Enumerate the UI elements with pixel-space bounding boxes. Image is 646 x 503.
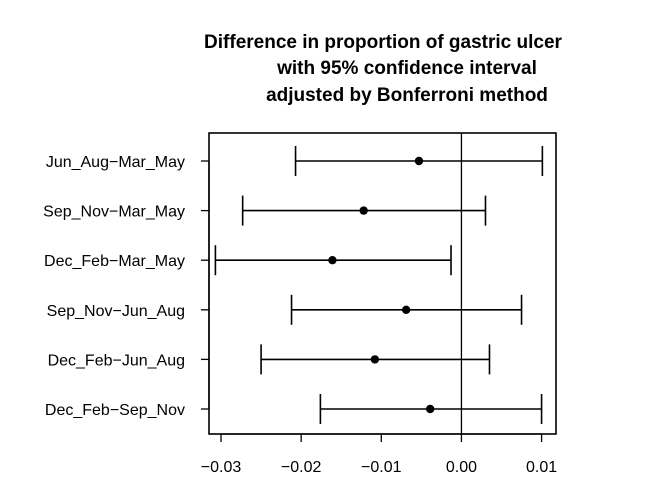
ci-row: [294, 146, 544, 176]
plot-box: [208, 132, 557, 435]
estimate-point: [370, 355, 380, 364]
estimate-point: [359, 206, 368, 215]
estimate-point: [425, 404, 435, 414]
y-tick-label: Sep_Nov−Jun_Aug: [47, 303, 185, 320]
ci-row: [290, 294, 523, 325]
estimate-point: [401, 305, 411, 314]
y-tick-label: Dec_Feb−Mar_May: [44, 253, 185, 270]
y-tick-label: Dec_Feb−Sep_Nov: [45, 402, 185, 419]
ci-row: [319, 394, 543, 424]
x-tick-label: −0.01: [361, 459, 402, 476]
x-tick-label: −0.03: [201, 459, 242, 476]
ci-row: [260, 344, 491, 375]
y-tick-label: Jun_Aug−Mar_May: [46, 154, 185, 171]
chart-title: Difference in proportion of gastric ulce…: [204, 32, 562, 106]
y-tick-label: Sep_Nov−Mar_May: [43, 204, 185, 221]
ci-row: [214, 245, 452, 276]
x-tick-label: 0.01: [526, 459, 557, 476]
estimate-point: [328, 256, 337, 265]
title-line-2: with 95% confidence interval: [276, 58, 537, 79]
estimate-point: [414, 156, 424, 166]
title-line-1: Difference in proportion of gastric ulce…: [204, 32, 562, 53]
y-tick-label: Dec_Feb−Jun_Aug: [48, 352, 185, 369]
x-tick-label: −0.02: [281, 459, 322, 476]
ci-row: [241, 195, 487, 226]
plot-marks: [214, 133, 544, 434]
y-axis: Jun_Aug−Mar_May Sep_Nov−Mar_May Dec_Feb−Ma…: [43, 154, 210, 419]
title-line-3: adjusted by Bonferroni method: [266, 85, 548, 106]
x-axis: −0.03 −0.02 −0.01 0.00 0.01: [201, 433, 557, 476]
x-tick-label: 0.00: [446, 459, 477, 476]
